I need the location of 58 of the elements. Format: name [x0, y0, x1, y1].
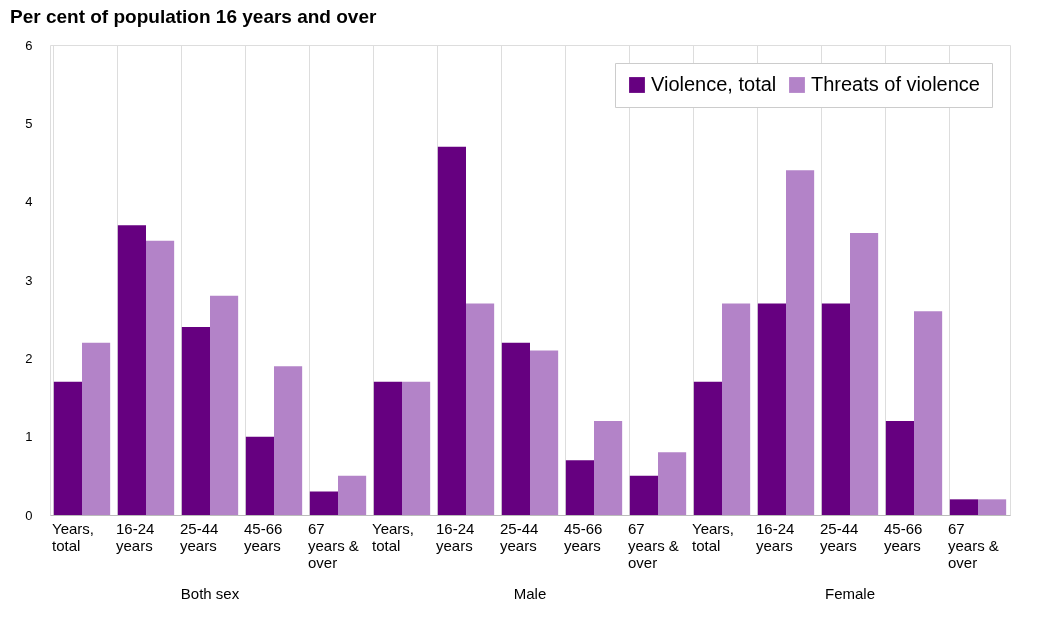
- bar: [821, 303, 850, 515]
- bar: [402, 381, 431, 515]
- bar: [565, 460, 594, 515]
- bar: [722, 303, 751, 515]
- x-tick-label: 16-24 years: [436, 519, 475, 554]
- y-tick-label: 6: [25, 37, 33, 53]
- bar: [978, 499, 1007, 515]
- bar: [181, 327, 210, 515]
- bar: [82, 342, 111, 515]
- bar: [914, 311, 943, 515]
- bar: [146, 240, 175, 515]
- bar: [594, 421, 623, 515]
- x-tick-label: 16-24 years: [116, 519, 155, 554]
- bar: [850, 233, 879, 515]
- legend-label: Threats of violence: [811, 73, 980, 95]
- y-tick-label: 0: [25, 507, 33, 523]
- x-tick-label: 67 years & over: [948, 519, 999, 571]
- bar: [693, 381, 722, 515]
- bar: [437, 146, 466, 515]
- x-tick-label: Years, total: [52, 519, 94, 554]
- bar: [274, 366, 303, 515]
- x-tick-label: 16-24 years: [756, 519, 795, 554]
- text: Female: [824, 585, 876, 602]
- bar: [466, 303, 495, 515]
- bar: [629, 475, 658, 515]
- y-tick-label: 2: [25, 350, 33, 366]
- bar: [658, 452, 687, 515]
- text: Both sex: [180, 585, 240, 602]
- bar: [786, 170, 815, 515]
- x-tick-label: 25-44 years: [500, 519, 539, 554]
- bar: [530, 350, 559, 515]
- x-tick-label: 67 years & over: [308, 519, 359, 571]
- bar: [373, 381, 402, 515]
- x-tick-label: Years, total: [692, 519, 734, 554]
- y-tick-label: 4: [25, 194, 33, 210]
- bar: [338, 475, 367, 515]
- y-tick-label: 5: [25, 115, 33, 131]
- bar: [117, 225, 146, 515]
- x-tick-label: 45-66 years: [244, 519, 283, 554]
- legend-label: Violence, total: [651, 73, 777, 95]
- bar: [53, 381, 82, 515]
- text: Male: [513, 585, 547, 602]
- x-tick-label: 67 years & over: [628, 519, 679, 571]
- bar: [210, 295, 239, 515]
- x-tick-label: 45-66 years: [564, 519, 603, 554]
- bar: [245, 436, 274, 515]
- y-tick-label: 1: [25, 429, 33, 445]
- bar: [949, 499, 978, 515]
- bar: [885, 421, 914, 515]
- x-tick-label: 45-66 years: [884, 519, 923, 554]
- y-tick-label: 3: [25, 272, 33, 288]
- bar: [309, 491, 338, 515]
- x-tick-label: 25-44 years: [820, 519, 859, 554]
- bar: [757, 303, 786, 515]
- x-tick-label: Years, total: [372, 519, 414, 554]
- bar: [501, 342, 530, 515]
- x-tick-label: 25-44 years: [180, 519, 219, 554]
- chart-title: Per cent of population 16 years and over: [10, 6, 377, 27]
